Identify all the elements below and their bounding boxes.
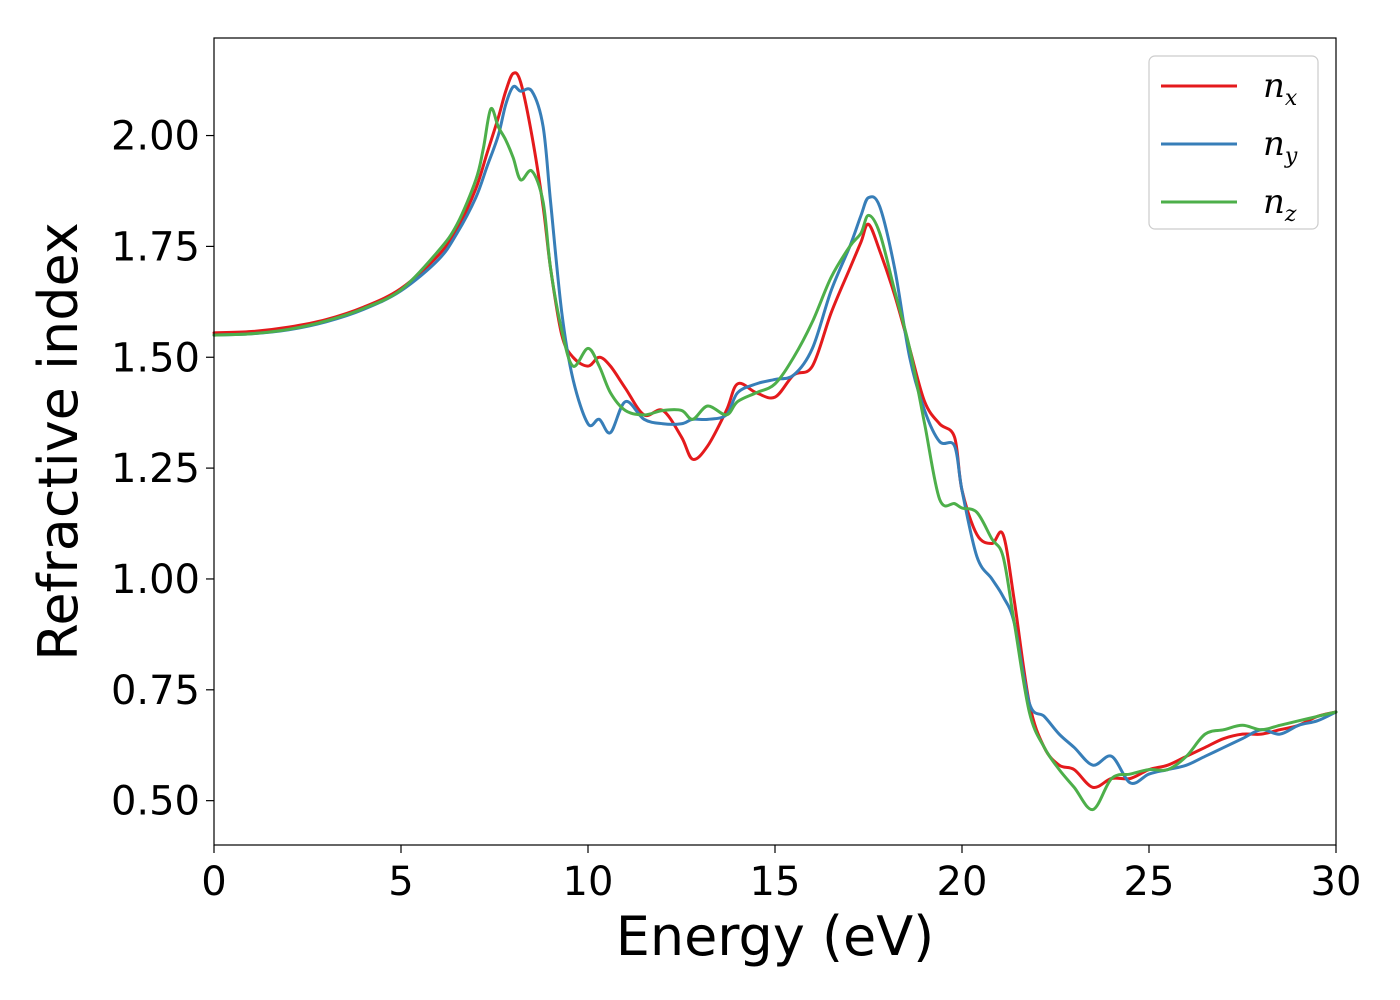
y-tick-label: 2.00 bbox=[111, 114, 200, 160]
legend-label-nz: nz bbox=[1263, 182, 1297, 227]
series-line-nz bbox=[212, 106, 1338, 812]
y-tick-label: 0.75 bbox=[111, 668, 200, 714]
x-tick-label: 0 bbox=[201, 859, 226, 905]
x-tick-label: 20 bbox=[937, 859, 988, 905]
legend-label-ny: ny bbox=[1263, 124, 1298, 169]
legend: nx ny nz bbox=[1148, 55, 1319, 230]
y-axis-ticks: 0.50 0.75 1.00 1.25 1.50 1.75 2.00 bbox=[111, 114, 214, 825]
y-tick-label: 0.50 bbox=[111, 779, 200, 825]
y-tick-label: 1.00 bbox=[111, 557, 200, 603]
series-lines bbox=[212, 71, 1338, 812]
x-tick-label: 10 bbox=[563, 859, 614, 905]
y-tick-label: 1.25 bbox=[111, 446, 200, 492]
x-tick-label: 15 bbox=[750, 859, 801, 905]
y-axis-title: Refractive index bbox=[27, 222, 90, 661]
x-axis-title: Energy (eV) bbox=[616, 905, 935, 968]
legend-label-nx: nx bbox=[1263, 66, 1298, 111]
x-tick-label: 30 bbox=[1311, 859, 1362, 905]
series-line-nx bbox=[212, 71, 1338, 789]
x-tick-label: 25 bbox=[1124, 859, 1175, 905]
y-tick-label: 1.50 bbox=[111, 335, 200, 381]
x-axis-ticks: 0 5 10 15 20 25 30 bbox=[201, 845, 1361, 905]
series-line-ny bbox=[212, 84, 1338, 785]
y-tick-label: 1.75 bbox=[111, 224, 200, 270]
x-tick-label: 5 bbox=[388, 859, 413, 905]
